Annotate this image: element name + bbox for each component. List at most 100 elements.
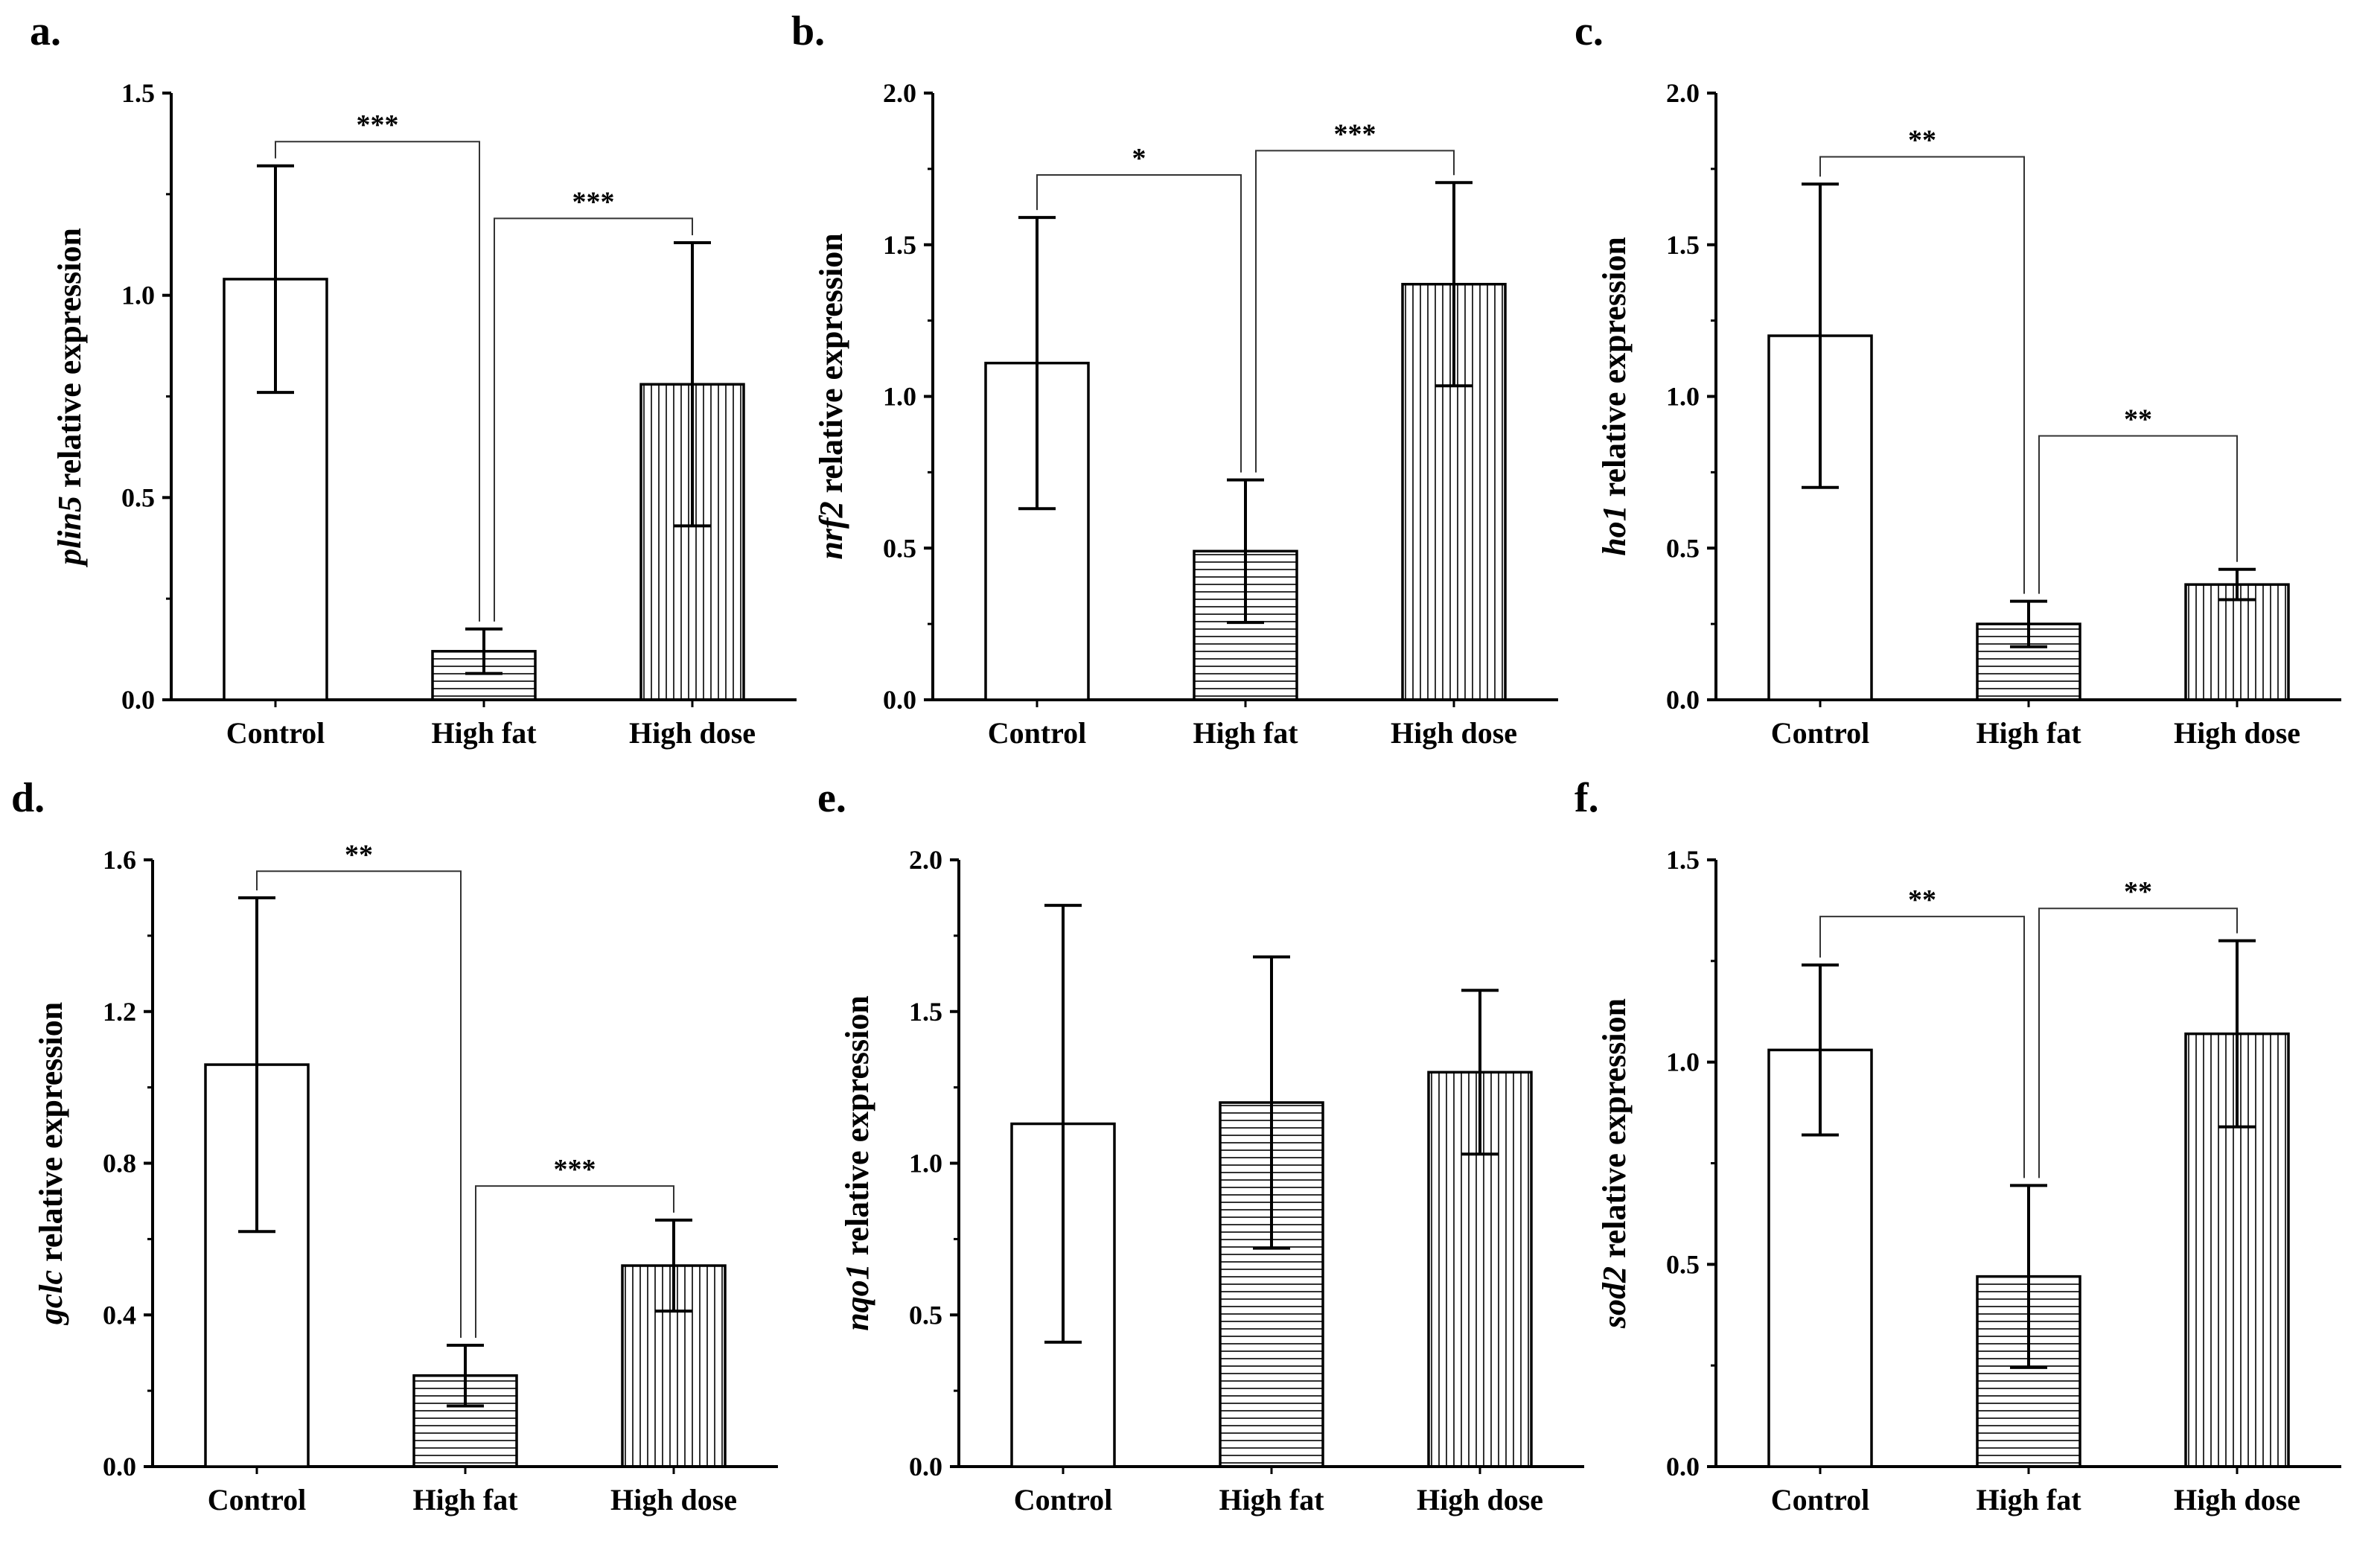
x-category-label: High dose	[629, 716, 756, 750]
y-tick-label: 1.0	[883, 382, 916, 412]
y-tick-label: 0.0	[883, 685, 916, 715]
y-axis-label-text: relative expression	[1596, 237, 1633, 505]
panel-letter: d.	[11, 775, 45, 821]
y-axis-label: ho1 relative expression	[1596, 237, 1633, 556]
y-axis-label-gene: sod2	[1596, 1266, 1633, 1329]
significance-bracket	[2038, 435, 2238, 594]
y-axis-label-gene: ho1	[1596, 505, 1633, 555]
y-axis-label-gene: plin5	[51, 496, 88, 568]
panel-letter: a.	[30, 8, 61, 54]
significance-label: **	[2124, 876, 2152, 908]
significance-bracket	[1036, 174, 1242, 473]
x-category-label: High fat	[1219, 1483, 1324, 1516]
y-tick-label: 1.5	[883, 230, 916, 260]
panel-e: e. 0.0 0.5 1.0 1.5 2.0 nqo1 relative expressi…	[817, 774, 1607, 1546]
panel-letter: b.	[791, 8, 826, 54]
bar-chart-sod2: 0.0 0.5 1.0 1.5 sod2 relative expression Cont…	[1596, 845, 2341, 1516]
x-category-label: High fat	[1976, 1483, 2081, 1516]
y-tick-label: 0.0	[103, 1452, 136, 1481]
significance-bracket	[475, 1185, 674, 1338]
significance-bracket	[494, 217, 693, 622]
y-tick-label: 1.5	[1666, 845, 1700, 875]
x-category-label: High fat	[1193, 716, 1298, 750]
significance-label: **	[1908, 884, 1936, 916]
significance-label: **	[1908, 125, 1936, 156]
y-tick-label: 0.5	[121, 482, 155, 512]
y-tick-label: 0.0	[1666, 1452, 1700, 1481]
x-category-label: High dose	[2174, 716, 2300, 750]
y-axis-label-gene: gclc	[33, 1270, 69, 1325]
y-tick-label: 1.0	[909, 1149, 942, 1178]
x-category-label: Control	[988, 716, 1087, 750]
y-tick-label: 1.5	[909, 997, 942, 1027]
x-category-label: Control	[1014, 1483, 1113, 1516]
y-axis-label: sod2 relative expression	[1596, 998, 1633, 1329]
y-axis-label: nqo1 relative expression	[839, 995, 875, 1331]
panel-f: f. 0.0 0.5 1.0 1.5 sod2 relative expression C…	[1575, 774, 2364, 1546]
significance-label: ***	[1334, 118, 1376, 150]
y-tick-label: 1.0	[1666, 382, 1700, 412]
y-axis-label-gene: nrf2	[813, 501, 849, 559]
significance-bracket	[1819, 916, 2025, 1178]
bar-high-fat	[431, 650, 537, 701]
significance-label: **	[345, 839, 373, 870]
y-tick-label: 0.4	[103, 1300, 136, 1330]
y-tick-label: 0.8	[103, 1149, 136, 1178]
significance-label: ***	[572, 186, 615, 217]
significance-label: ***	[357, 109, 399, 141]
y-tick-label: 0.5	[883, 533, 916, 563]
x-category-label: High fat	[412, 1483, 518, 1516]
panel-b: b. 0.0 0.5 1.0 1.5 2.0 nrf2 relative expressi…	[791, 7, 1580, 779]
y-tick-label: 1.0	[1666, 1047, 1700, 1077]
x-category-label: High fat	[431, 716, 537, 750]
x-category-label: Control	[1771, 1483, 1870, 1516]
y-tick-label: 0.5	[909, 1300, 942, 1330]
y-axis-label: plin5 relative expression	[51, 228, 88, 568]
x-category-label: High dose	[2174, 1483, 2300, 1516]
x-category-label: High dose	[610, 1483, 737, 1516]
x-category-label: High dose	[1417, 1483, 1543, 1516]
y-axis-label-text: relative expression	[839, 995, 875, 1263]
y-tick-label: 0.0	[909, 1452, 942, 1481]
significance-bracket	[1255, 150, 1455, 473]
bar-high-dose	[2184, 583, 2290, 701]
panel-d: d. 0.0 0.4 0.8 1.2 1.6 gclc relative expressi…	[11, 774, 800, 1546]
x-category-label: Control	[226, 716, 325, 750]
y-axis-label: gclc relative expression	[33, 1002, 69, 1325]
panel-c: c. 0.0 0.5 1.0 1.5 2.0 ho1 relative expressio…	[1575, 7, 2364, 779]
y-tick-label: 1.2	[103, 997, 136, 1027]
y-axis-label-text: relative expression	[33, 1002, 69, 1270]
significance-label: ***	[554, 1154, 596, 1185]
y-axis-label-text: relative expression	[813, 233, 849, 501]
bar-chart-nrf2: 0.0 0.5 1.0 1.5 2.0 nrf2 relative expression C…	[813, 78, 1558, 750]
panel-a: a. 0.0 0.5 1.0 1.5 plin5 relative expression…	[30, 7, 819, 779]
y-tick-label: 1.5	[121, 78, 155, 108]
y-axis-label-text: relative expression	[51, 228, 88, 496]
significance-bracket	[256, 870, 462, 1338]
x-category-label: Control	[208, 1483, 307, 1516]
bar-chart-nqo1: 0.0 0.5 1.0 1.5 2.0 nqo1 relative expression C…	[839, 845, 1584, 1516]
significance-bracket	[2038, 908, 2238, 1178]
y-axis-label-gene: nqo1	[839, 1263, 875, 1330]
y-tick-label: 0.0	[121, 685, 155, 715]
bar-chart-gclc: 0.0 0.4 0.8 1.2 1.6 gclc relative expression C…	[33, 839, 778, 1516]
x-category-label: High fat	[1976, 716, 2081, 750]
panel-letter: e.	[817, 775, 846, 821]
significance-bracket	[275, 141, 480, 622]
y-tick-label: 1.6	[103, 845, 136, 875]
bar-chart-ho1: 0.0 0.5 1.0 1.5 2.0 ho1 relative expression Co…	[1596, 78, 2341, 750]
panel-letter: c.	[1575, 8, 1604, 54]
y-tick-label: 2.0	[883, 78, 916, 108]
bar-chart-plin5: 0.0 0.5 1.0 1.5 plin5 relative expression Con…	[51, 78, 797, 750]
significance-label: *	[1132, 143, 1146, 174]
significance-bracket	[1819, 156, 2025, 594]
y-tick-label: 0.5	[1666, 1249, 1700, 1279]
y-tick-label: 0.5	[1666, 533, 1700, 563]
y-axis-label-text: relative expression	[1596, 998, 1633, 1266]
x-category-label: High dose	[1391, 716, 1517, 750]
y-tick-label: 2.0	[909, 845, 942, 875]
y-tick-label: 2.0	[1666, 78, 1700, 108]
y-axis-label: nrf2 relative expression	[813, 233, 849, 559]
x-category-label: Control	[1771, 716, 1870, 750]
significance-label: **	[2124, 404, 2152, 435]
